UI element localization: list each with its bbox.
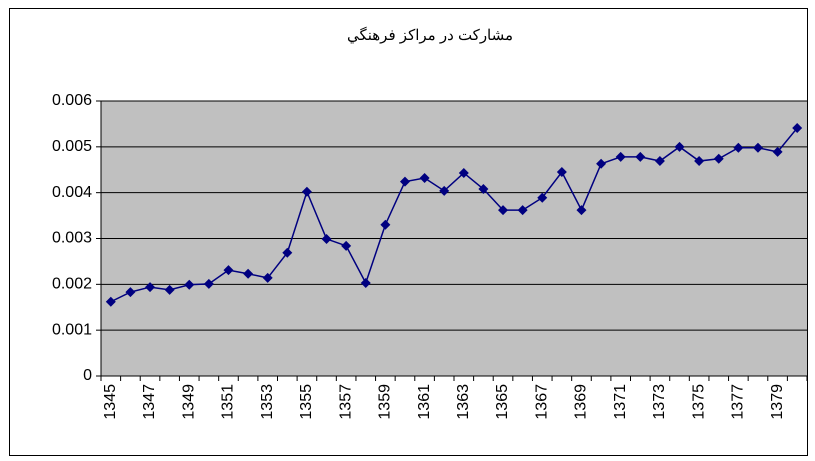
x-tick-label: 1365 [494, 384, 511, 420]
data-point [635, 151, 646, 162]
y-tick-label: 0 [83, 367, 92, 384]
data-point [792, 123, 803, 134]
data-point [537, 192, 548, 203]
y-tick-label: 0.001 [52, 321, 92, 338]
data-point [772, 146, 783, 157]
x-tick-label: 1363 [455, 384, 472, 420]
data-point [419, 173, 430, 183]
x-tick-label: 1371 [612, 384, 629, 420]
x-tick-label: 1367 [533, 384, 550, 420]
x-tick-label: 1349 [180, 384, 197, 420]
data-point [458, 167, 469, 178]
data-point [301, 186, 312, 197]
data-point [713, 153, 724, 164]
data-point [125, 287, 136, 298]
data-point [498, 205, 509, 216]
chart-title: مشارکت در مراکز فرهنگي [347, 26, 513, 44]
x-tick-label: 1359 [377, 384, 394, 420]
data-point [223, 265, 234, 276]
x-tick-label: 1347 [141, 384, 158, 420]
x-tick-label: 1377 [730, 384, 747, 420]
y-tick-label: 0.002 [52, 276, 92, 293]
data-point [203, 278, 214, 289]
x-tick-label: 1379 [769, 384, 786, 420]
x-tick-label: 1355 [298, 384, 315, 420]
x-tick-label: 1373 [651, 384, 668, 420]
data-point [733, 142, 744, 153]
data-point [399, 176, 410, 187]
data-point [478, 184, 489, 194]
data-point [576, 205, 587, 216]
data-point [164, 284, 175, 295]
data-point [262, 272, 273, 283]
data-point [105, 296, 116, 307]
data-point [596, 158, 607, 169]
data-point [184, 279, 195, 290]
data-point [654, 156, 665, 167]
data-point [321, 233, 332, 244]
data-point [694, 156, 705, 167]
data-point [674, 141, 685, 152]
x-tick-label: 1361 [416, 384, 433, 420]
y-tick-label: 0.006 [52, 92, 92, 109]
data-point [439, 185, 450, 196]
data-point [752, 142, 763, 153]
x-tick-label: 1351 [220, 384, 237, 420]
data-point [145, 282, 156, 293]
data-point [556, 167, 567, 178]
x-tick-label: 1353 [259, 384, 276, 420]
data-point [360, 277, 371, 288]
x-tick-label: 1375 [690, 384, 707, 420]
data-point [517, 205, 528, 216]
series-line [110, 127, 798, 303]
x-tick-label: 1369 [573, 384, 590, 420]
x-tick-label: 1345 [102, 384, 119, 420]
y-tick-label: 0.005 [52, 138, 92, 155]
data-point [380, 219, 391, 230]
data-point [615, 151, 626, 162]
data-point [341, 240, 352, 251]
x-tick-label: 1357 [337, 384, 354, 420]
data-point [243, 268, 254, 279]
data-point [282, 247, 293, 258]
y-tick-label: 0.004 [52, 184, 92, 201]
y-tick-label: 0.003 [52, 230, 92, 247]
